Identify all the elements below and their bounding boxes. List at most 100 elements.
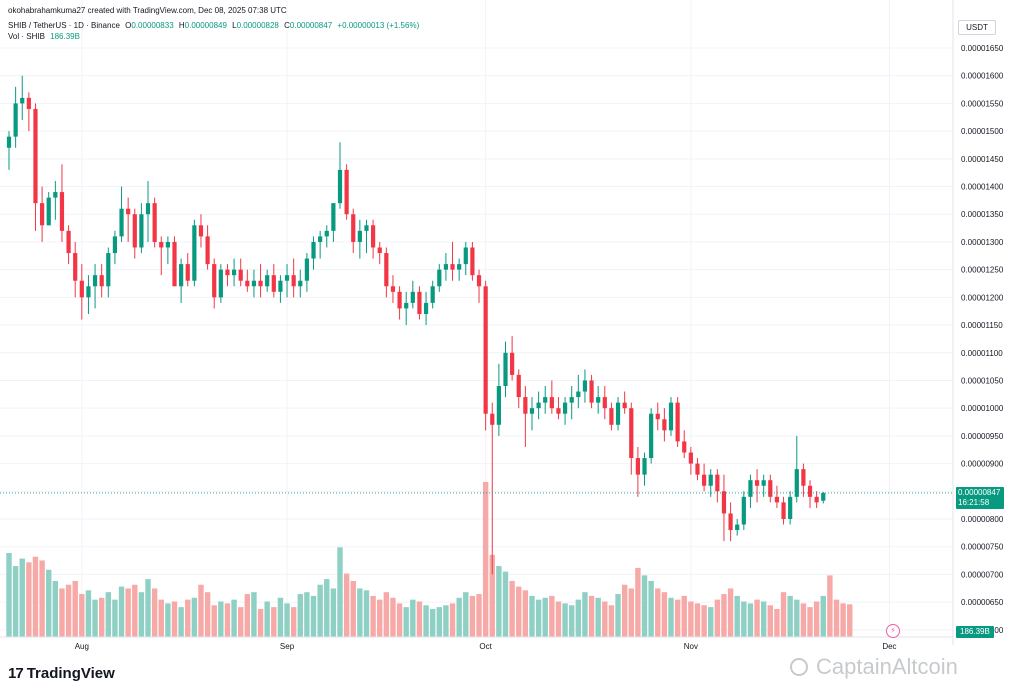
volume-bar	[244, 594, 251, 637]
candle-body	[556, 408, 561, 414]
volume-tag: 186.39B	[956, 626, 994, 638]
volume-bar	[542, 597, 548, 637]
volume-bars	[6, 482, 853, 637]
price-tick-label: 0.00001250	[961, 266, 1004, 275]
volume-bar	[171, 601, 178, 637]
candle-body	[6, 136, 12, 148]
candle-body	[245, 280, 250, 287]
volume-bar	[760, 601, 767, 637]
candle-body	[357, 230, 362, 242]
month-label: Oct	[479, 642, 492, 651]
price-tick-label: 0.00001200	[961, 293, 1004, 302]
watermark-logo-icon	[790, 658, 808, 676]
volume-bar	[555, 601, 562, 637]
price-axis-ticks: 0.00001650 0.00001600 0.00001550 0.00001500…	[961, 44, 1004, 635]
candle-body	[46, 197, 51, 226]
volume-bar	[608, 605, 615, 637]
volume-bar	[65, 584, 72, 637]
volume-bar	[198, 584, 204, 637]
volume-bar	[403, 607, 409, 637]
volume-bar	[158, 599, 164, 637]
price-tick-label: 0.00001600	[961, 72, 1004, 81]
candle-body	[423, 302, 429, 314]
volume-bar	[145, 579, 151, 637]
volume-bar	[46, 569, 52, 637]
candle-body	[807, 485, 813, 497]
candle-body	[457, 264, 462, 270]
candle-body	[437, 269, 442, 287]
candle-body	[20, 97, 25, 104]
candle-body	[490, 413, 495, 425]
volume-bar	[105, 592, 111, 637]
candle-body	[536, 402, 541, 409]
volume-bar	[635, 567, 641, 637]
volume-bar	[92, 599, 98, 637]
volume-bar	[562, 603, 568, 637]
grid-lines	[0, 0, 953, 637]
price-tick-label: 0.00000700	[961, 570, 1004, 579]
candle-body	[152, 203, 157, 242]
close-label: C	[284, 21, 290, 30]
candle-body	[516, 374, 521, 398]
volume-bar	[615, 594, 621, 637]
candle-body	[615, 402, 621, 425]
candle-body	[602, 397, 607, 409]
volume-bar	[449, 603, 456, 637]
volume-bar	[482, 482, 489, 637]
candle-body	[688, 452, 693, 464]
volume-bar	[734, 595, 740, 637]
currency-selector[interactable]: USDT	[958, 20, 996, 35]
candle-body	[318, 236, 323, 242]
candle-body	[119, 208, 124, 237]
volume-bar	[813, 601, 820, 637]
volume-bar	[628, 588, 634, 637]
volume-bar	[304, 592, 310, 637]
candle-body	[814, 496, 819, 503]
symbol-label[interactable]: SHIB / TetherUS · 1D · Binance	[8, 21, 120, 30]
captainaltcoin-watermark: CaptainAltcoin	[790, 654, 958, 680]
volume-bar	[257, 608, 264, 637]
candle-body	[205, 236, 210, 265]
volume-bar	[330, 588, 337, 637]
candle-body	[675, 402, 680, 442]
candle-body	[397, 291, 402, 309]
flash-icon[interactable]: ⚡	[886, 624, 900, 638]
candle-body	[662, 419, 667, 431]
volume-bar	[469, 595, 476, 637]
volume-bar	[251, 592, 257, 637]
candle-body	[682, 441, 687, 453]
candle-body	[92, 275, 98, 287]
volume-bar	[324, 579, 330, 637]
volume-value: 186.39B	[50, 32, 80, 41]
candle-body	[13, 103, 18, 137]
watermark-text: CaptainAltcoin	[816, 654, 958, 679]
volume-bar	[668, 597, 674, 637]
candle-body	[271, 275, 276, 292]
candle-body	[510, 352, 515, 375]
candle-body	[40, 203, 45, 226]
volume-bar	[443, 605, 449, 637]
candle-body	[635, 458, 640, 475]
candle-body	[258, 280, 263, 287]
candle-body	[549, 397, 554, 409]
volume-bar	[588, 595, 595, 637]
volume-bar	[787, 595, 793, 637]
candle-body	[218, 269, 223, 298]
time-axis-labels: Aug Sep Oct Nov Dec	[75, 642, 897, 651]
volume-bar	[582, 592, 588, 637]
volume-bar	[840, 603, 846, 637]
volume-bar	[489, 554, 495, 637]
volume-bar	[79, 594, 85, 637]
last-price-tag: 0.00000847 16:21:58	[956, 487, 1004, 509]
volume-bar	[655, 588, 661, 637]
change-value: +0.00000013 (+1.56%)	[337, 21, 420, 30]
candle-body	[788, 496, 793, 519]
candle-body	[668, 402, 674, 431]
tradingview-brand[interactable]: 17 TradingView	[8, 665, 115, 682]
volume-bar	[72, 580, 78, 637]
candle-body	[476, 275, 482, 287]
month-label: Sep	[280, 642, 295, 651]
volume-label[interactable]: Vol · SHIB	[8, 32, 45, 41]
volume-bar	[12, 566, 19, 637]
